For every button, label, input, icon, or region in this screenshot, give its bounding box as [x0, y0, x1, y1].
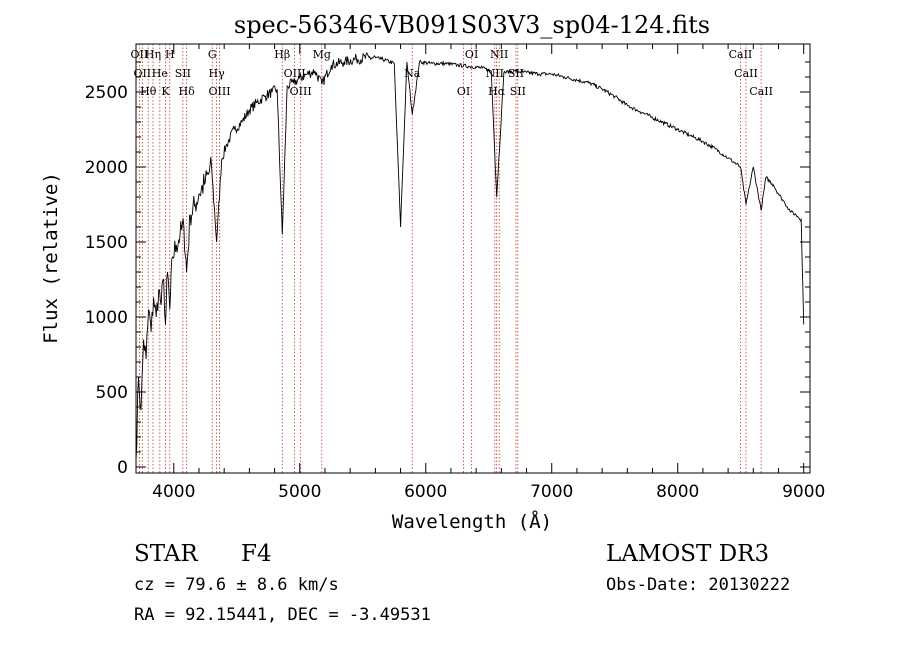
x-tick-label: 5000 — [278, 482, 321, 502]
line-label-oi: OI — [457, 85, 470, 98]
survey-name: LAMOST DR3 — [606, 541, 769, 567]
chart-title: spec-56346-VB091S03V3_sp04-124.fits — [234, 11, 710, 39]
spectral-line-labels: OIIOIIHθHηHeKHSIIHδGHγOIIIHβOIIIOIIIMgNa… — [131, 48, 773, 98]
line-label-caii: CaII — [729, 48, 753, 61]
line-label-g: G — [208, 48, 217, 61]
line-label-mg: Mg — [313, 48, 331, 61]
x-tick-label: 4000 — [152, 482, 195, 502]
y-tick-label: 500 — [96, 383, 128, 403]
redshift-readout: cz = 79.6 ± 8.6 km/s — [134, 575, 339, 595]
line-label-hδ: Hδ — [179, 85, 196, 98]
object-class: STAR — [134, 541, 198, 567]
line-label-sii: SII — [510, 85, 526, 98]
line-label-oiii: OIII — [290, 85, 312, 98]
y-tick-label: 2000 — [85, 158, 128, 178]
series-layer — [135, 51, 805, 460]
y-axis-label: Flux (relative) — [40, 172, 62, 344]
object-subclass: F4 — [241, 541, 272, 567]
line-label-sii: SII — [175, 67, 191, 80]
line-label-hγ: Hγ — [209, 67, 226, 80]
y-tick-label: 2500 — [85, 83, 128, 103]
line-label-he: He — [152, 67, 168, 80]
y-tick-label: 1000 — [85, 308, 128, 328]
x-tick-label: 7000 — [530, 482, 573, 502]
line-label-sii: SII — [508, 67, 524, 80]
line-label-k: K — [161, 85, 170, 98]
y-tick-label: 1500 — [85, 233, 128, 253]
spectral-line-markers — [139, 44, 762, 473]
line-label-h: H — [165, 48, 175, 61]
x-tick-label: 8000 — [656, 482, 699, 502]
axis-ticks: 4000 5000 6000 7000 8000 9000 0 500 1000 1500 2000… — [85, 44, 825, 502]
line-label-caii: CaII — [749, 85, 773, 98]
series-line-spectrum — [135, 51, 805, 460]
x-tick-label: 9000 — [782, 482, 825, 502]
line-label-oiii: OIII — [208, 85, 230, 98]
line-label-hθ: Hθ — [140, 85, 157, 98]
plot-frame — [135, 43, 811, 474]
observation-date: Obs-Date: 20130222 — [606, 575, 790, 595]
line-label-oi: OI — [465, 48, 478, 61]
x-axis-label: Wavelength (Å) — [392, 510, 552, 533]
coordinates-readout: RA = 92.15441, DEC = -3.49531 — [134, 605, 431, 625]
line-label-nii: NII — [490, 48, 508, 61]
line-label-caii: CaII — [734, 67, 758, 80]
x-tick-label: 6000 — [404, 482, 447, 502]
line-label-hη: Hη — [145, 48, 161, 61]
line-label-oii: OII — [131, 48, 149, 61]
y-tick-label: 0 — [117, 458, 128, 478]
line-label-hβ: Hβ — [274, 48, 290, 61]
